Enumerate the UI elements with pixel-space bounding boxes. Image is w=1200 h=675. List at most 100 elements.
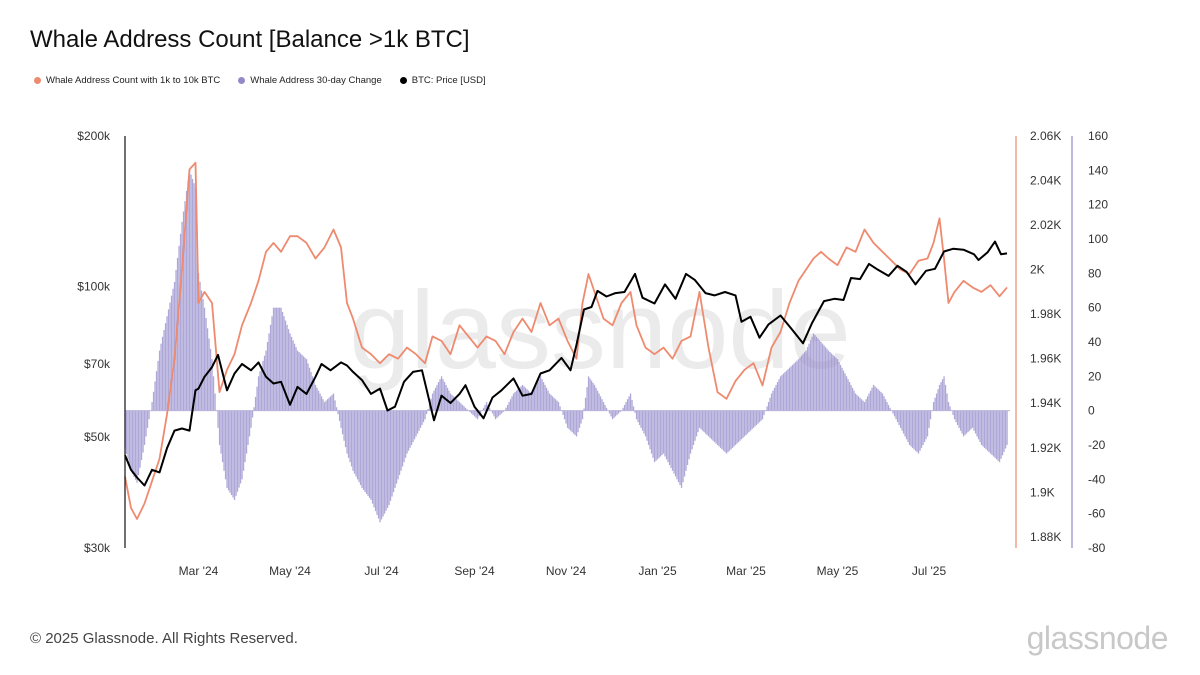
change-bar [631,399,633,411]
change-bar [647,410,650,445]
change-bar [761,410,764,420]
change-bar [250,410,252,428]
change-bar [820,342,822,411]
y-right-count-tick-label: 2K [1030,263,1045,277]
y-right-count-tick-label: 2.06K [1030,129,1061,143]
change-bar [203,307,206,411]
change-bar [344,410,347,448]
change-bar [208,338,210,411]
change-bar [169,302,171,411]
change-bar [808,343,810,411]
change-bar [727,410,729,453]
change-bar [388,410,390,506]
change-bar [544,384,546,411]
change-bar [730,410,732,450]
change-bar [404,410,407,458]
change-bar [235,410,237,496]
change-bar [952,410,954,415]
change-bar [125,410,128,455]
change-bar [380,410,383,520]
series-lines [124,161,1008,520]
change-bar [539,376,542,411]
change-bar [655,410,657,461]
change-bar [476,410,479,420]
change-bar [437,382,440,411]
change-bar [325,400,327,411]
change-bar [833,356,836,411]
change-bar [908,410,911,445]
change-bar [976,410,978,437]
brand-logo-text[interactable]: glassnode [1026,620,1169,656]
legend-item-whale-count[interactable]: Whale Address Count with 1k to 10k BTC [34,75,220,86]
change-bar [688,410,690,460]
change-bar [692,410,695,445]
change-bar [910,410,912,447]
change-bar [634,410,636,413]
change-bar [595,387,597,411]
change-bar [758,410,761,423]
change-bar [155,371,158,411]
change-bar [701,410,704,431]
change-bar [985,410,987,450]
legend-label-btc-price: BTC: Price [USD] [411,75,486,86]
change-bar [466,409,468,411]
change-bar [289,333,291,411]
change-bar [847,379,849,411]
change-bar [374,410,377,512]
change-bar [611,410,614,420]
change-bar [533,387,536,411]
change-bar [286,324,288,411]
change-bar [341,410,344,435]
change-bar [715,410,717,444]
change-bar [898,410,900,425]
change-bar [617,410,620,414]
change-bar [583,408,585,411]
change-bar [187,180,189,411]
change-bar [253,407,255,411]
change-bar [686,410,689,466]
x-tick-label: Mar '24 [179,564,219,578]
change-bar [734,410,737,445]
change-bar [659,410,662,457]
change-bar [679,410,681,486]
change-bar [956,410,959,425]
change-bar [563,410,566,420]
change-bar [185,190,188,411]
change-bar [661,410,663,456]
y-right-change-tick-label: -40 [1088,472,1106,486]
change-bar [220,410,222,454]
change-bar [496,410,498,418]
change-bar [965,410,968,434]
change-bar [397,410,399,480]
change-bar [281,311,284,411]
change-bar [967,410,969,433]
change-bar [535,384,537,411]
change-bar [578,410,581,428]
change-bar [901,410,903,431]
change-bar [263,355,266,411]
change-bar [841,367,843,411]
change-bar [590,380,593,411]
change-bar [307,363,309,411]
legend-item-btc-price[interactable]: BTC: Price [USD] [399,75,486,86]
change-bar [812,333,815,411]
change-bar [157,360,159,411]
legend-item-30day-change[interactable]: Whale Address 30-day Change [238,75,382,86]
change-bar [673,410,675,474]
y-right-count-tick-label: 1.92K [1030,441,1061,455]
change-bar [128,410,131,466]
change-bar [469,410,471,413]
change-bar [383,410,386,514]
change-bar [446,387,449,411]
change-bar [547,390,549,411]
change-bar [970,410,972,430]
change-bar [131,410,134,474]
change-bar [338,410,341,421]
change-bar [395,410,398,484]
change-bar [272,307,275,411]
change-bar [677,410,680,483]
change-bar [752,410,755,428]
change-bar [359,410,362,486]
change-bar [610,410,612,417]
